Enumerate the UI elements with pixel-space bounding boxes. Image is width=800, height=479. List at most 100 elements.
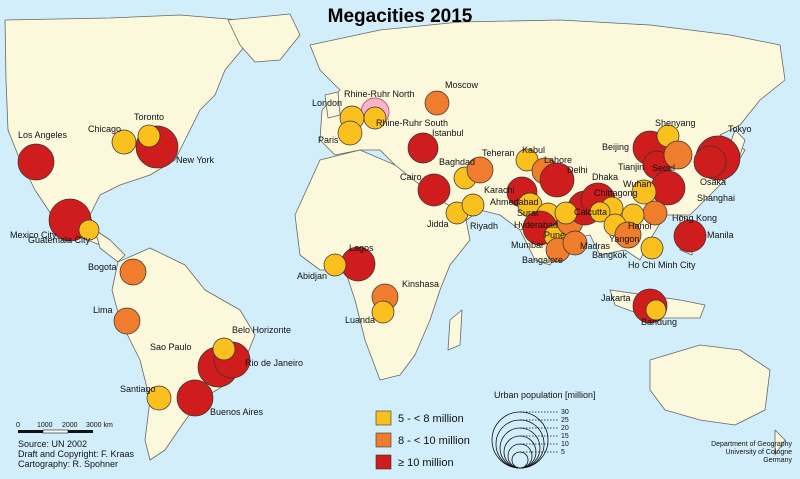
city-label: Jidda xyxy=(427,219,449,229)
city-label: Istanbul xyxy=(432,128,464,138)
city-circle-wuhan xyxy=(631,179,657,205)
city-circle-ho-chi-minh-city xyxy=(640,236,664,260)
city-label: Kinshasa xyxy=(402,279,439,289)
city-circle-moscow xyxy=(424,90,450,116)
city-label: Shanghai xyxy=(697,193,735,203)
legend-label-small: 5 - < 8 million xyxy=(398,413,464,425)
city-label: Seoul xyxy=(652,163,675,173)
land-new-zealand xyxy=(774,429,786,456)
credits: Source: UN 2002 Draft and Copyright: F. … xyxy=(18,439,134,469)
land-australia xyxy=(649,344,771,426)
city-label: Lagos xyxy=(349,243,374,253)
legend-label-large: ≥ 10 million xyxy=(398,457,454,469)
city-label: Baghdad xyxy=(439,157,475,167)
city-circles xyxy=(17,90,741,417)
legend-sizes: Urban population [million] 30 25 20 15 1… xyxy=(491,390,596,469)
city-circle-rhine-ruhr-north xyxy=(363,106,387,130)
credit-cartography: Cartography: R. Spohner xyxy=(18,459,119,469)
city-circle-teheran xyxy=(466,156,494,184)
city-circle-istanbul xyxy=(407,132,439,164)
city-label: Manila xyxy=(707,230,734,240)
city-label: Chicago xyxy=(88,124,121,134)
city-label: Ho Chi Minh City xyxy=(628,260,696,270)
legend-swatch-medium xyxy=(375,432,392,448)
city-circle-guatemala-city xyxy=(78,219,100,241)
land-uk xyxy=(324,91,341,119)
city-label: Toronto xyxy=(134,112,164,122)
city-label: Pune xyxy=(544,230,565,240)
city-circle-bangkok xyxy=(614,221,642,249)
city-label: Teheran xyxy=(482,148,515,158)
city-circle-abidjan xyxy=(323,253,347,277)
department-line: Germany xyxy=(763,457,792,464)
scale-tick-label: 3000 km xyxy=(86,422,113,429)
city-label: Bangalore xyxy=(522,255,563,265)
legend-size-value: 25 xyxy=(561,417,569,424)
city-label: Paris xyxy=(318,135,339,145)
city-circle-belo-horizonte xyxy=(212,337,236,361)
city-circle-surat-small xyxy=(554,201,578,225)
scale-bar-segment xyxy=(42,429,69,434)
city-label: Buenos Aires xyxy=(210,407,264,417)
legend-size-value: 5 xyxy=(561,449,565,456)
city-label: Tianjin xyxy=(618,162,644,172)
land-greenland xyxy=(227,13,301,63)
legend-size-circle xyxy=(499,427,541,469)
department-line: University of Cologne xyxy=(725,449,792,456)
legend-size-value: 30 xyxy=(561,409,569,416)
city-circle-santiago xyxy=(146,385,172,411)
city-label: Ahmedabad xyxy=(490,197,539,207)
city-label: Hanoi xyxy=(628,221,652,231)
land-central-america xyxy=(94,229,126,263)
legend-classes: 5 - < 8 million 8 - < 10 million ≥ 10 mi… xyxy=(375,410,470,470)
city-label: Yangon xyxy=(609,234,639,244)
city-label: Rhine-Ruhr South xyxy=(376,118,448,128)
legend-size-value: 20 xyxy=(561,425,569,432)
land-madagascar xyxy=(447,309,463,351)
city-label: Santiago xyxy=(120,384,156,394)
scale-tick-label: 0 xyxy=(16,422,20,429)
scale-tick-label: 2000 xyxy=(62,422,78,429)
department-line: Department of Geography xyxy=(711,441,792,448)
city-circle-luanda xyxy=(371,300,395,324)
city-label: Lima xyxy=(93,305,113,315)
city-label: Lahore xyxy=(544,155,572,165)
city-label: Mumbai xyxy=(511,240,543,250)
city-circle-shanghai xyxy=(650,170,686,206)
city-circle-paris xyxy=(337,120,363,146)
city-label: Moscow xyxy=(445,80,479,90)
city-label: London xyxy=(312,98,342,108)
legend-size-title: Urban population [million] xyxy=(494,390,596,400)
city-label: Kabul xyxy=(522,145,545,155)
city-circle-riyadh xyxy=(461,193,485,217)
city-label: Madras xyxy=(580,241,611,251)
city-label: Jakarta xyxy=(601,293,631,303)
city-circle-osaka xyxy=(693,145,727,179)
city-label: Karachi xyxy=(484,185,515,195)
city-label: Hyderabad xyxy=(514,220,558,230)
city-circle-bogota xyxy=(119,258,147,286)
legend-size-circle xyxy=(511,451,529,469)
city-label: Bogota xyxy=(88,262,117,272)
city-label: Tokyo xyxy=(728,124,752,134)
city-label: Los Angeles xyxy=(18,130,68,140)
city-label: Surat xyxy=(517,208,539,218)
city-label: Bandung xyxy=(641,317,677,327)
city-label: Bangkok xyxy=(592,250,628,260)
city-label: Rio de Janeiro xyxy=(245,358,303,368)
city-label: Rhine-Ruhr North xyxy=(344,89,415,99)
scale-bar: 0 1000 2000 3000 km xyxy=(16,422,113,434)
credit-source: Source: UN 2002 xyxy=(18,439,88,449)
scale-tick-label: 1000 xyxy=(37,422,53,429)
department-credit: Department of Geography University of Co… xyxy=(700,441,792,465)
city-label: Luanda xyxy=(345,315,375,325)
city-circle-seoul xyxy=(663,140,693,170)
city-circle-manila xyxy=(673,219,707,253)
city-circle-buenos-aires xyxy=(176,379,214,417)
legend-size-value: 15 xyxy=(561,433,569,440)
city-label: Sao Paulo xyxy=(150,342,192,352)
scale-bar-segment xyxy=(68,430,93,433)
city-label: Beijing xyxy=(602,142,629,152)
